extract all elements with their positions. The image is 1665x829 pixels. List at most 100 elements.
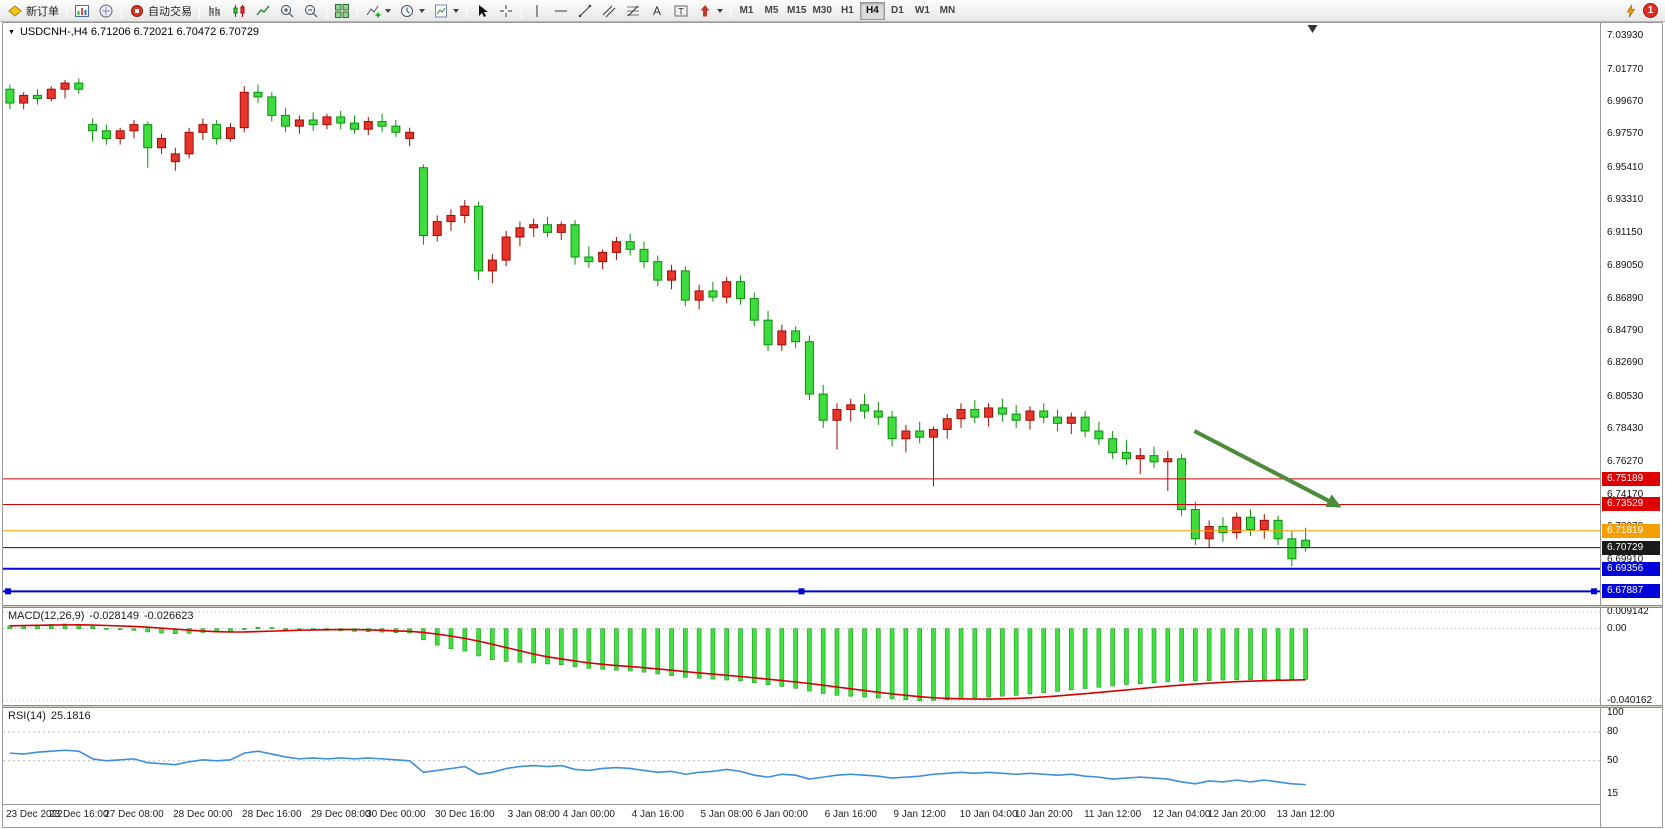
toolbar-right-group: 1 [1623,3,1662,19]
arrow-shapes-icon [697,3,713,19]
macd-signal-value: -0.026623 [143,610,194,622]
axis-price-label: 6.99670 [1607,95,1644,107]
axis-price-label: 50 [1607,754,1619,766]
toolbar-separator [730,2,731,19]
dropdown-caret [419,8,425,13]
axis-price-label: 6.69910 [1607,554,1644,566]
candlestick-chart[interactable] [3,23,1600,605]
indicators-button[interactable] [361,1,395,21]
macd-main-value: -0.028149 [89,610,139,622]
new-order-button[interactable]: 新订单 [3,1,63,21]
tile-windows-button[interactable] [330,1,354,21]
profiles-button[interactable] [94,1,118,21]
dropdown-caret [385,8,391,13]
chart-window-icon [74,3,90,19]
zoom-in-button[interactable] [275,1,299,21]
axis-price-label: 6.95410 [1607,161,1644,173]
timeframe-m5-button[interactable]: M5 [759,2,784,20]
timeframe-h4-button[interactable]: H4 [859,1,885,20]
timeframe-group: M1 M5 M15 M30 H1 H4 D1 W1 MN [734,1,960,20]
time-axis-label: 12 Jan 04:00 [1152,809,1211,820]
level-price-badge: 6.67887 [1602,584,1660,599]
template-icon [433,3,449,19]
timeframe-w1-button[interactable]: W1 [910,2,935,20]
time-axis-label: 10 Jan 04:00 [959,809,1018,820]
timeframe-m1-button[interactable]: M1 [734,2,759,20]
horizontal-line-tool-button[interactable] [549,1,573,21]
rsi-indicator-chart[interactable] [3,708,1600,804]
macd-indicator-chart[interactable] [3,608,1600,705]
text-tool-button[interactable]: A [645,1,669,21]
dropdown-caret [717,8,723,13]
fibonacci-tool-button[interactable] [621,1,645,21]
fibonacci-icon [625,3,641,19]
auto-trading-button[interactable]: 自动交易 [125,1,196,21]
arrows-tool-button[interactable] [693,1,727,21]
timeframe-m30-button[interactable]: M30 [809,2,834,20]
axis-price-label: 7.01770 [1607,63,1644,75]
axis-price-label: 7.03930 [1607,30,1644,42]
templates-button[interactable] [429,1,463,21]
time-axis-label: 12 Jan 20:00 [1207,809,1266,820]
rsi-label: RSI(14) [8,710,46,722]
trendline-tool-button[interactable] [573,1,597,21]
time-axis-label: 27 Dec 08:00 [104,809,164,820]
rsi-header: RSI(14) 25.1816 [8,710,91,722]
axis-price-label: 6.86890 [1607,292,1644,304]
crosshair-button[interactable] [494,1,518,21]
axis-price-label: 6.91150 [1607,227,1643,239]
notification-badge[interactable]: 1 [1643,3,1658,18]
lightning-icon[interactable] [1623,3,1639,19]
current-price-badge: 6.70729 [1602,540,1660,555]
timeframe-h1-button[interactable]: H1 [835,2,860,20]
panel-separator[interactable] [3,605,1662,608]
charts-window-button[interactable] [70,1,94,21]
horizontal-line-icon [553,3,569,19]
axis-price-label: 6.84790 [1607,325,1644,337]
time-axis-label: 9 Jan 12:00 [893,809,946,820]
time-axis-label: 10 Jan 20:00 [1014,809,1073,820]
dropdown-caret [453,8,459,13]
vertical-line-tool-button[interactable] [525,1,549,21]
new-order-label: 新订单 [26,5,59,18]
axis-price-label: 6.82690 [1607,357,1644,369]
time-axis-label: 3 Jan 08:00 [507,809,560,820]
timeframe-m15-button[interactable]: M15 [784,2,809,20]
collapse-triangle-icon[interactable]: ▼ [8,28,15,36]
vertical-line-icon [529,3,545,19]
channel-tool-button[interactable] [597,1,621,21]
level-price-badge: 6.69356 [1602,561,1660,576]
cursor-button[interactable] [470,1,494,21]
price-axis[interactable]: 7.03930 7.01770 6.99670 6.97570 6.95410 6.933… [1600,23,1662,827]
bar-chart-button[interactable] [203,1,227,21]
toolbar: 新订单 自动交易 [0,0,1665,22]
time-axis-label: 28 Dec 16:00 [242,809,302,820]
toolbar-separator [199,2,200,19]
time-axis[interactable]: 23 Dec 2022 23 Dec 16:00 27 Dec 08:00 28 De… [3,804,1662,826]
level-price-badge: 6.71819 [1602,523,1660,538]
panel-separator[interactable] [3,705,1662,708]
level-price-badge: 6.75189 [1602,471,1660,486]
axis-price-label: 6.78430 [1607,423,1644,434]
rsi-value: 25.1816 [50,710,91,722]
timeframe-mn-button[interactable]: MN [935,2,960,20]
level-price-badge: 6.73529 [1602,497,1660,512]
time-axis-label: 30 Dec 00:00 [366,809,426,820]
toolbar-separator [357,2,358,19]
rsi-scale: 100 80 50 15 [1601,706,1662,804]
macd-panel: MACD(12,26,9) -0.028149 -0.026623 [3,608,1600,705]
macd-scale: 0.009142 0.00 -0.040162 [1601,606,1662,706]
chart-ohlc-header: ▼ USDCNH-,H4 6.71206 6.72021 6.70472 6.7… [8,26,259,38]
axis-price-label: 6.74170 [1607,488,1644,500]
label-tool-button[interactable]: T [669,1,693,21]
axis-price-label: 6.80530 [1607,390,1644,402]
timeframe-d1-button[interactable]: D1 [885,2,910,20]
text-icon: A [649,3,665,19]
svg-text:T: T [678,6,684,16]
periods-button[interactable] [395,1,429,21]
line-chart-button[interactable] [251,1,275,21]
axis-price-label: 100 [1607,706,1624,718]
candlestick-chart-button[interactable] [227,1,251,21]
zoom-out-button[interactable] [299,1,323,21]
channel-icon [601,3,617,19]
